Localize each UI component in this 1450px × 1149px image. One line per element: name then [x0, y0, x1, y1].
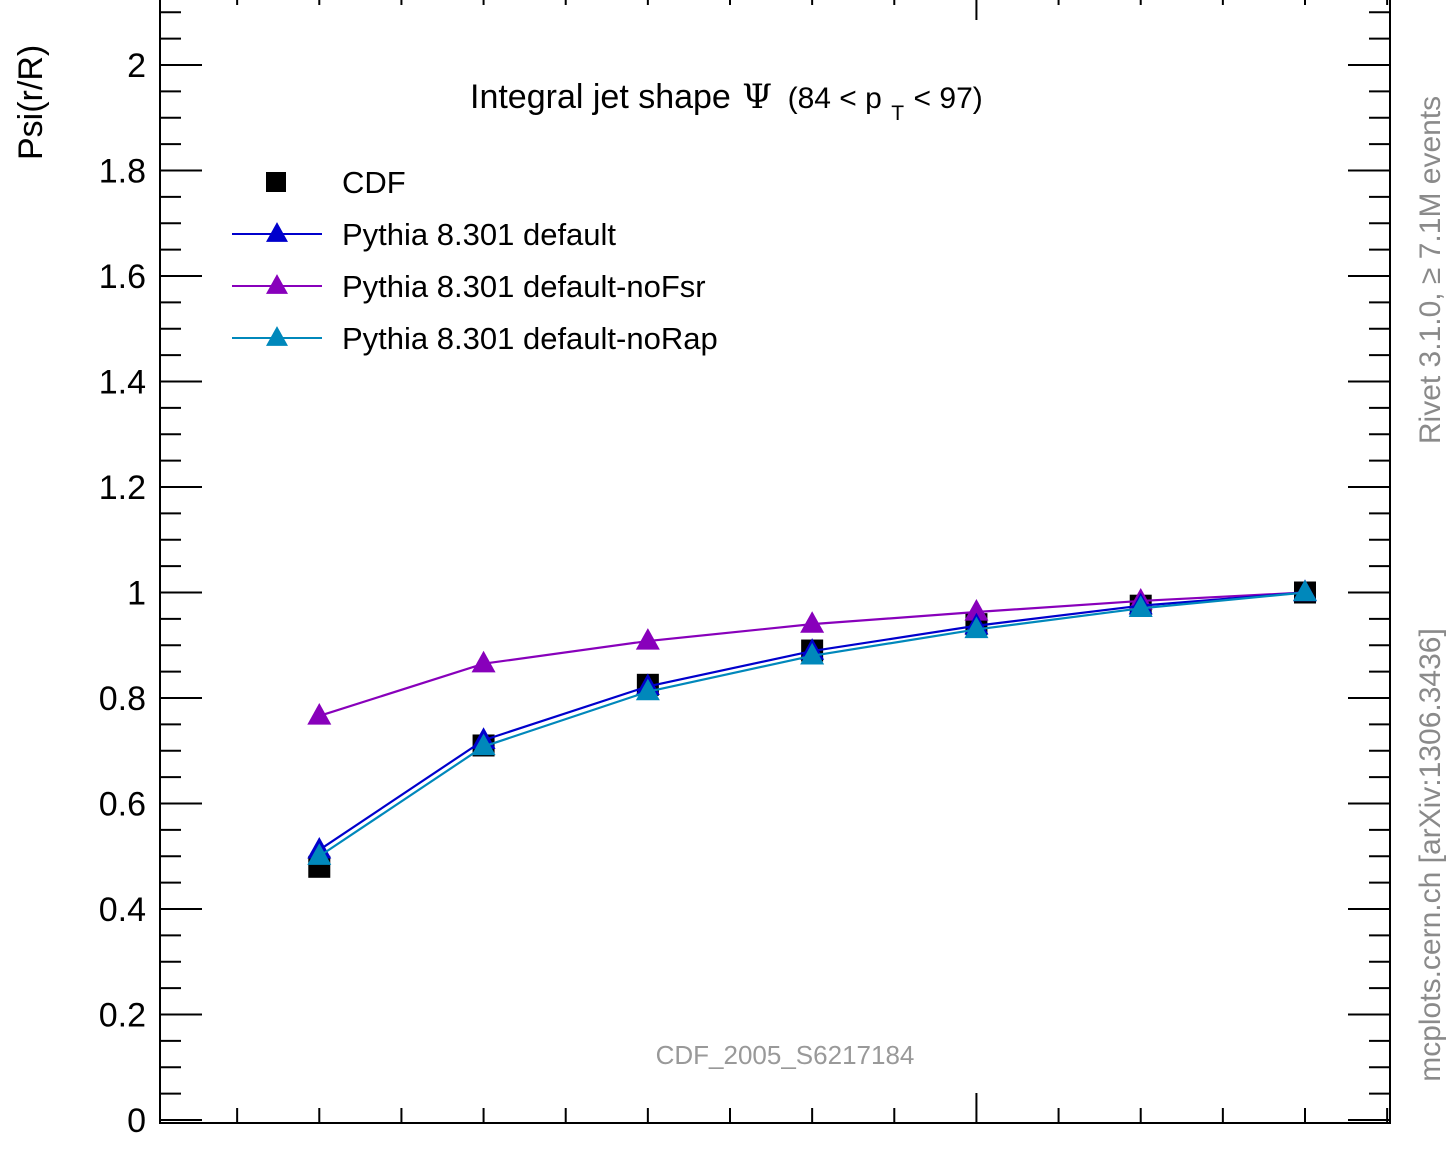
- y-tick-label: 1.6: [99, 258, 146, 296]
- legend-marker-triangle: [266, 274, 288, 294]
- legend-item: Pythia 8.301 default-noFsr: [232, 269, 706, 304]
- y-tick-label: 1: [127, 575, 146, 613]
- data-point-triangle: [471, 733, 496, 756]
- psi-symbol: Ψ: [742, 77, 772, 117]
- y-tick-label: 2: [127, 47, 146, 85]
- data-point-triangle: [471, 650, 496, 673]
- data-point-triangle: [635, 628, 660, 650]
- legend-marker-triangle: [266, 326, 288, 346]
- series-pythia-8-301-default-norap: [307, 579, 1317, 865]
- data-point-triangle: [964, 599, 989, 621]
- series-layer: [307, 579, 1317, 878]
- legend-label: CDF: [342, 165, 406, 200]
- side-label-mcplots: mcplots.cern.ch [arXiv:1306.3436]: [1414, 628, 1447, 1082]
- data-point-triangle: [964, 616, 989, 639]
- data-point-triangle: [307, 843, 332, 865]
- y-tick-label: 0.8: [99, 680, 146, 718]
- y-axis-label: Psi(r/R): [12, 45, 50, 160]
- legend-label: Pythia 8.301 default-noRap: [342, 321, 718, 356]
- legend-marker-square: [266, 172, 286, 192]
- plot-frame: [159, 0, 1391, 1124]
- y-tick-label: 0.6: [99, 786, 146, 824]
- y-tick-label: 0.4: [99, 891, 146, 929]
- legend-label: Pythia 8.301 default-noFsr: [342, 269, 706, 304]
- y-tick-label: 0.2: [99, 997, 146, 1035]
- data-point-triangle: [307, 702, 332, 725]
- data-point-triangle: [800, 611, 825, 633]
- y-tick-label: 1.4: [99, 364, 146, 402]
- data-point-triangle: [1293, 579, 1317, 602]
- side-label-rivet: Rivet 3.1.0, ≥ 7.1M events: [1414, 96, 1447, 444]
- legend: CDF Pythia 8.301 default Pythia 8.301 defa…: [232, 165, 718, 356]
- legend-marker-triangle: [266, 222, 288, 242]
- y-axis-tick-labels: 0 0.2 0.4 0.6 0.8 1 1.2 1.4 1.6 1.8 2: [99, 47, 146, 1140]
- y-tick-label: 0: [127, 1102, 146, 1140]
- data-point-triangle: [800, 642, 825, 665]
- legend-item: Pythia 8.301 default: [232, 217, 616, 252]
- legend-item: CDF: [266, 165, 406, 200]
- analysis-id-label: CDF_2005_S6217184: [656, 1040, 915, 1070]
- y-axis-ticks: [160, 11, 1390, 1121]
- x-axis-ticks: [236, 0, 1389, 1123]
- chart-title: Integral jet shape Ψ (84 < p T < 97): [470, 77, 983, 128]
- legend-item: Pythia 8.301 default-noRap: [232, 321, 718, 356]
- y-tick-label: 1.8: [99, 153, 146, 191]
- y-tick-label: 1.2: [99, 469, 146, 507]
- data-point-triangle: [635, 678, 660, 701]
- data-point-triangle: [1128, 595, 1153, 617]
- legend-label: Pythia 8.301 default: [342, 217, 616, 252]
